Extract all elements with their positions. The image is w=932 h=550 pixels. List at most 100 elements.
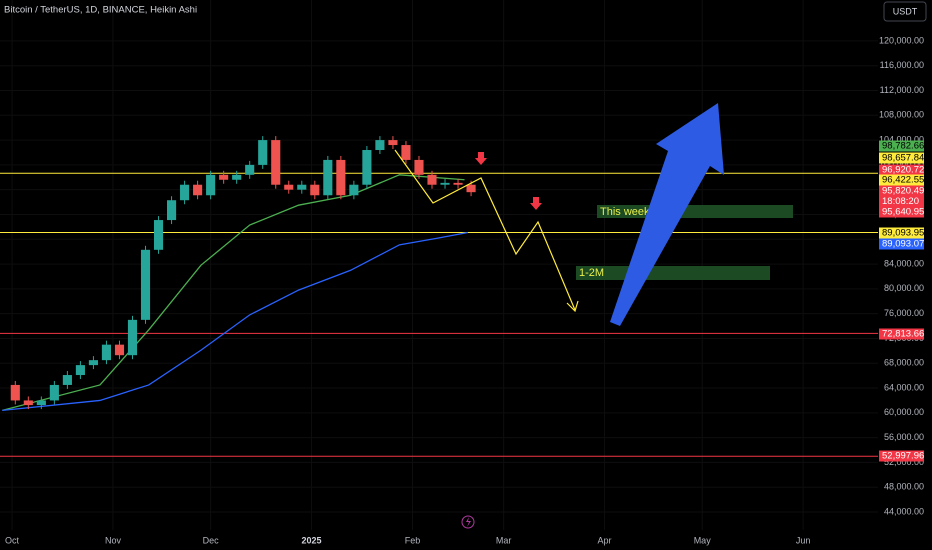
candle <box>388 140 398 146</box>
down-arrow <box>475 152 487 165</box>
price-label: 89,093.07 <box>882 239 924 250</box>
annotation-box <box>576 266 770 280</box>
candle <box>258 140 268 165</box>
candle <box>284 184 294 190</box>
currency[interactable]: USDT <box>893 6 918 16</box>
price-label: 95,640.95 <box>882 207 924 218</box>
y-tick-label: 68,000.00 <box>884 358 924 368</box>
candle <box>88 360 98 366</box>
countdown-box <box>879 196 924 207</box>
price-label-box <box>879 238 924 250</box>
candle <box>297 184 307 190</box>
y-tick-label: 76,000.00 <box>884 308 924 318</box>
y-tick-label: 108,000.00 <box>879 110 924 120</box>
moving-average <box>2 174 465 411</box>
y-tick-label: 56,000.00 <box>884 432 924 442</box>
price-axis <box>878 0 932 550</box>
x-tick-label: Oct <box>5 535 20 545</box>
candle <box>349 184 359 196</box>
candle <box>62 375 72 385</box>
price-label-box <box>879 206 924 218</box>
x-tick-label: Nov <box>105 535 122 545</box>
projection-path <box>394 149 576 311</box>
x-tick-label: Feb <box>405 535 421 545</box>
price-label: 52,997.96 <box>882 451 924 462</box>
price-label-box <box>879 185 924 197</box>
candle <box>153 220 164 250</box>
candle <box>10 384 20 401</box>
candle <box>23 400 33 406</box>
chart-title: Bitcoin / TetherUS, 1D, BINANCE, Heikin … <box>4 5 197 16</box>
candle <box>362 150 372 185</box>
axis: 44,000.00 48,000.00 52,000.00 56,000.00 60,0… <box>5 35 924 545</box>
price-label-box <box>879 174 924 186</box>
y-tick-label: 112,000.00 <box>880 85 924 95</box>
candle <box>323 159 333 196</box>
y-tick-label: 52,000.00 <box>884 457 924 467</box>
annotation-text: This week <box>600 206 650 218</box>
price-label-box <box>879 450 924 462</box>
candle <box>167 200 177 221</box>
y-tick-label: 64,000.00 <box>884 382 924 392</box>
candle <box>401 145 411 160</box>
x-tick-label: May <box>694 535 712 545</box>
moving-averages <box>2 174 468 412</box>
candle <box>219 174 229 180</box>
candle <box>427 174 437 185</box>
candle <box>414 159 424 175</box>
candle <box>49 384 59 401</box>
y-tick-label: 44,000.00 <box>884 506 924 516</box>
candle <box>232 174 242 180</box>
x-tick-label: Jun <box>796 535 811 545</box>
x-tick-label: Apr <box>598 535 612 545</box>
price-label: 98,782.66 <box>882 141 924 152</box>
x-tick-label: Dec <box>203 535 220 545</box>
candle <box>36 400 46 406</box>
x-tick-label: 2025 <box>302 535 322 545</box>
annotation-box <box>597 205 793 218</box>
y-tick-label: 84,000.00 <box>884 258 924 268</box>
y-tick-label: 120,000.00 <box>879 35 924 45</box>
annotation-text: 1-2M <box>579 267 604 279</box>
candle <box>193 184 203 196</box>
moving-average <box>2 231 468 412</box>
candle <box>206 174 216 196</box>
candle <box>114 344 125 356</box>
price-label-box <box>879 164 924 176</box>
logo-icon <box>466 517 471 527</box>
big-arrow <box>610 103 724 326</box>
candle <box>101 344 112 361</box>
candle <box>336 159 346 196</box>
candle <box>310 184 320 196</box>
currency-button[interactable] <box>883 1 927 22</box>
candle <box>453 182 463 185</box>
y-tick-label: 100,000.00 <box>879 159 924 169</box>
projection-arrowhead <box>566 300 579 313</box>
price-label: 96,920.72 <box>882 165 924 176</box>
y-tick-label: 60,000.00 <box>884 407 924 417</box>
y-tick-label: 80,000.00 <box>884 283 924 293</box>
logo-icon <box>461 515 475 529</box>
x-tick-label: Mar <box>496 535 512 545</box>
candle <box>180 184 190 201</box>
y-tick-label: 104,000.00 <box>879 134 924 144</box>
candle <box>127 319 138 356</box>
price-label-box <box>879 328 924 340</box>
y-tick-label: 48,000.00 <box>884 482 924 492</box>
candle <box>440 182 450 185</box>
candle <box>140 249 151 320</box>
y-tick-label: 116,000.00 <box>880 60 924 70</box>
candle <box>375 140 385 151</box>
price-label: 96,422.55 <box>882 175 924 186</box>
price-label-box <box>879 227 924 239</box>
price-label: 95,820.49 <box>882 186 924 197</box>
price-label-box <box>879 152 924 164</box>
price-label: 72,813.66 <box>882 329 924 340</box>
candle <box>245 164 255 175</box>
price-label: 98,657.84 <box>882 153 924 164</box>
price-label-box <box>879 140 924 152</box>
down-arrow <box>530 197 542 210</box>
candle <box>75 365 85 376</box>
